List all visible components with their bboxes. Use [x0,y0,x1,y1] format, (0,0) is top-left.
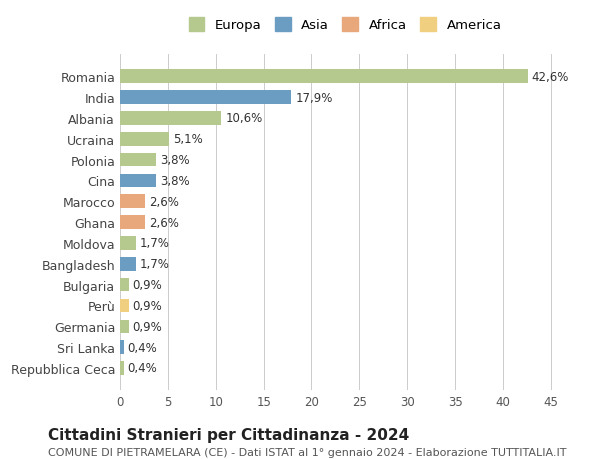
Text: 1,7%: 1,7% [140,257,170,271]
Text: 0,9%: 0,9% [133,299,162,312]
Bar [120,257,136,271]
Bar [120,153,157,167]
Text: 5,1%: 5,1% [173,133,202,146]
Text: 2,6%: 2,6% [149,216,179,229]
Text: 0,4%: 0,4% [128,341,157,354]
Bar [120,112,221,125]
Text: COMUNE DI PIETRAMELARA (CE) - Dati ISTAT al 1° gennaio 2024 - Elaborazione TUTTI: COMUNE DI PIETRAMELARA (CE) - Dati ISTAT… [48,448,566,458]
Bar [120,237,136,250]
Text: 0,4%: 0,4% [128,362,157,375]
Text: Cittadini Stranieri per Cittadinanza - 2024: Cittadini Stranieri per Cittadinanza - 2… [48,427,409,442]
Text: 1,7%: 1,7% [140,237,170,250]
Bar [120,216,145,230]
Bar [120,70,528,84]
Bar [120,320,128,333]
Bar [120,195,145,208]
Bar [120,361,124,375]
Text: 3,8%: 3,8% [160,174,190,188]
Text: 2,6%: 2,6% [149,196,179,208]
Text: 10,6%: 10,6% [226,112,263,125]
Text: 0,9%: 0,9% [133,320,162,333]
Text: 17,9%: 17,9% [295,91,332,104]
Bar [120,299,128,313]
Bar [120,91,292,105]
Text: 3,8%: 3,8% [160,154,190,167]
Bar [120,133,169,146]
Text: 42,6%: 42,6% [532,71,569,84]
Bar [120,278,128,292]
Legend: Europa, Asia, Africa, America: Europa, Asia, Africa, America [188,18,502,32]
Bar [120,174,157,188]
Bar [120,341,124,354]
Text: 0,9%: 0,9% [133,279,162,291]
